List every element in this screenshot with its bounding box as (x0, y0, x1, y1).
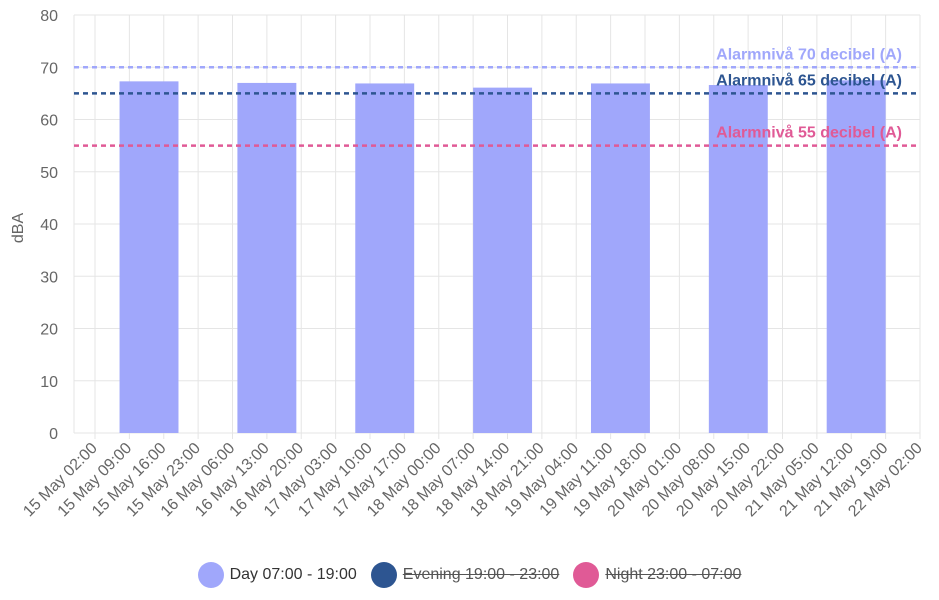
y-axis-label: dBA (10, 213, 27, 244)
legend-swatch (370, 562, 397, 588)
y-tick-label: 40 (40, 217, 58, 234)
y-tick-label: 60 (40, 113, 58, 130)
alarm-label: Alarmnivå 65 decibel (A) (716, 71, 902, 89)
chart-plot: Alarmnivå 70 decibel (A) Alarmnivå 65 dec… (10, 8, 926, 520)
bar-series (119, 80, 886, 434)
legend-swatch (573, 562, 600, 588)
y-tick-label: 0 (49, 426, 58, 443)
legend-swatch (197, 562, 224, 588)
alarm-label: Alarmnivå 55 decibel (A) (716, 124, 902, 142)
bar (119, 81, 179, 434)
alarm-label: Alarmnivå 70 decibel (A) (716, 45, 902, 63)
bar (473, 87, 533, 433)
y-tick-label: 10 (40, 374, 58, 391)
y-tick-label: 70 (40, 60, 58, 77)
bar (237, 82, 297, 434)
legend-item[interactable]: Day 07:00 - 19:00 (197, 562, 357, 588)
legend-label: Evening 19:00 - 23:00 (402, 566, 560, 583)
legend-item[interactable]: Night 23:00 - 07:00 (573, 562, 741, 588)
legend-item[interactable]: Evening 19:00 - 23:00 (370, 562, 560, 588)
legend-label: Day 07:00 - 19:00 (229, 566, 357, 583)
legend: Day 07:00 - 19:00 Evening 19:00 - 23:00 Ni… (0, 561, 939, 589)
y-tick-label: 30 (40, 269, 58, 286)
y-tick-label: 80 (40, 8, 58, 25)
bar (708, 85, 768, 433)
alarm-lines: Alarmnivå 70 decibel (A) Alarmnivå 65 dec… (74, 45, 920, 147)
y-tick-label: 50 (40, 165, 58, 182)
y-tick-label: 20 (40, 322, 58, 339)
legend-label: Night 23:00 - 07:00 (605, 566, 742, 583)
bar (355, 83, 415, 433)
bar (826, 80, 886, 433)
bar (590, 83, 650, 433)
